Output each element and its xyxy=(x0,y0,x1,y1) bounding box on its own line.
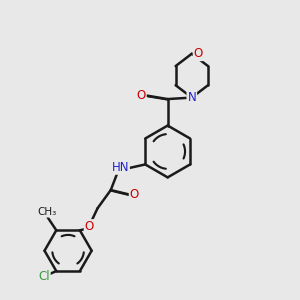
Text: O: O xyxy=(136,89,146,102)
Text: HN: HN xyxy=(111,161,129,174)
Text: O: O xyxy=(85,220,94,233)
Text: Cl: Cl xyxy=(38,270,50,283)
Text: O: O xyxy=(194,47,203,60)
Text: N: N xyxy=(188,91,196,104)
Text: O: O xyxy=(130,188,139,201)
Text: CH₃: CH₃ xyxy=(38,207,57,217)
